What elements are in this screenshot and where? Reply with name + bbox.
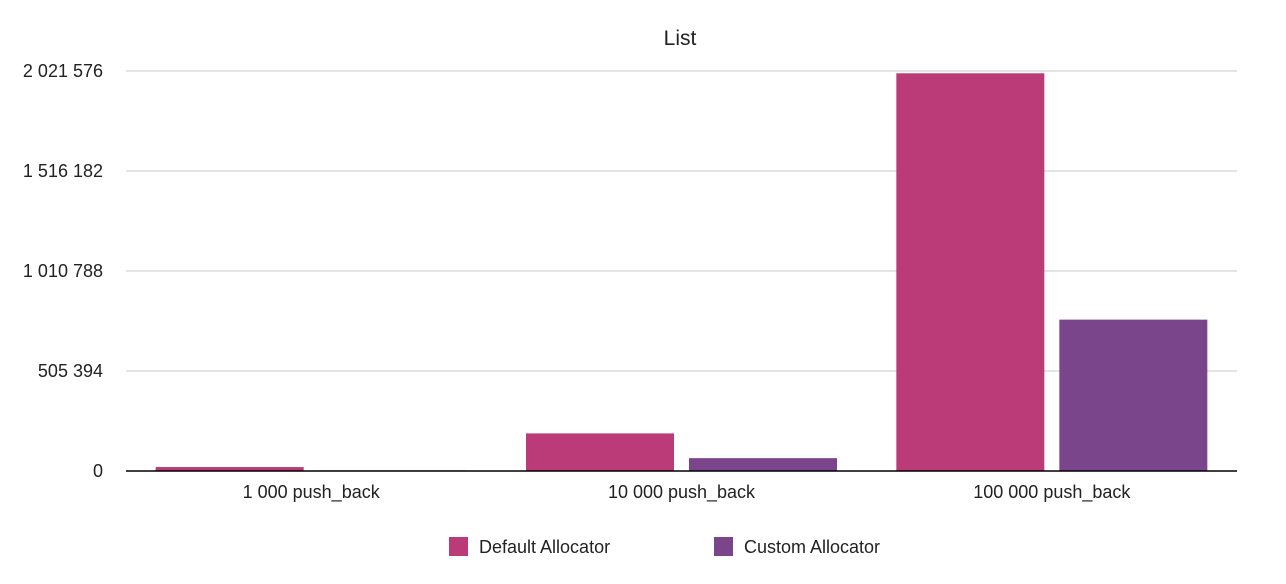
y-axis-tick-labels: 0 505 394 1 010 788 1 516 182 2 021 576 [23, 61, 103, 481]
legend-item: Default Allocator [449, 537, 610, 557]
bars [155, 73, 1208, 471]
gridlines [126, 70, 1237, 372]
y-tick-label: 0 [93, 461, 103, 481]
bar-default-1 [526, 433, 674, 471]
y-tick-label: 1 010 788 [23, 261, 103, 281]
bar-default-0 [155, 467, 304, 471]
x-tick-label: 1 000 push_back [243, 482, 381, 503]
legend: Default Allocator Custom Allocator [449, 537, 880, 557]
y-tick-label: 505 394 [38, 361, 103, 381]
y-tick-label: 1 516 182 [23, 161, 103, 181]
legend-item: Custom Allocator [714, 537, 880, 557]
x-tick-label: 10 000 push_back [608, 482, 756, 503]
legend-swatch [449, 537, 468, 556]
bar-custom-1 [689, 458, 837, 471]
legend-swatch [714, 537, 733, 556]
legend-label: Default Allocator [479, 537, 610, 557]
y-tick-label: 2 021 576 [23, 61, 103, 81]
x-tick-label: 100 000 push_back [973, 482, 1131, 503]
bar-custom-2 [1059, 319, 1208, 471]
bar-default-2 [896, 73, 1045, 471]
x-axis-tick-labels: 1 000 push_back 10 000 push_back 100 000 p… [243, 482, 1132, 503]
legend-label: Custom Allocator [744, 537, 880, 557]
chart-title: List [664, 27, 697, 50]
